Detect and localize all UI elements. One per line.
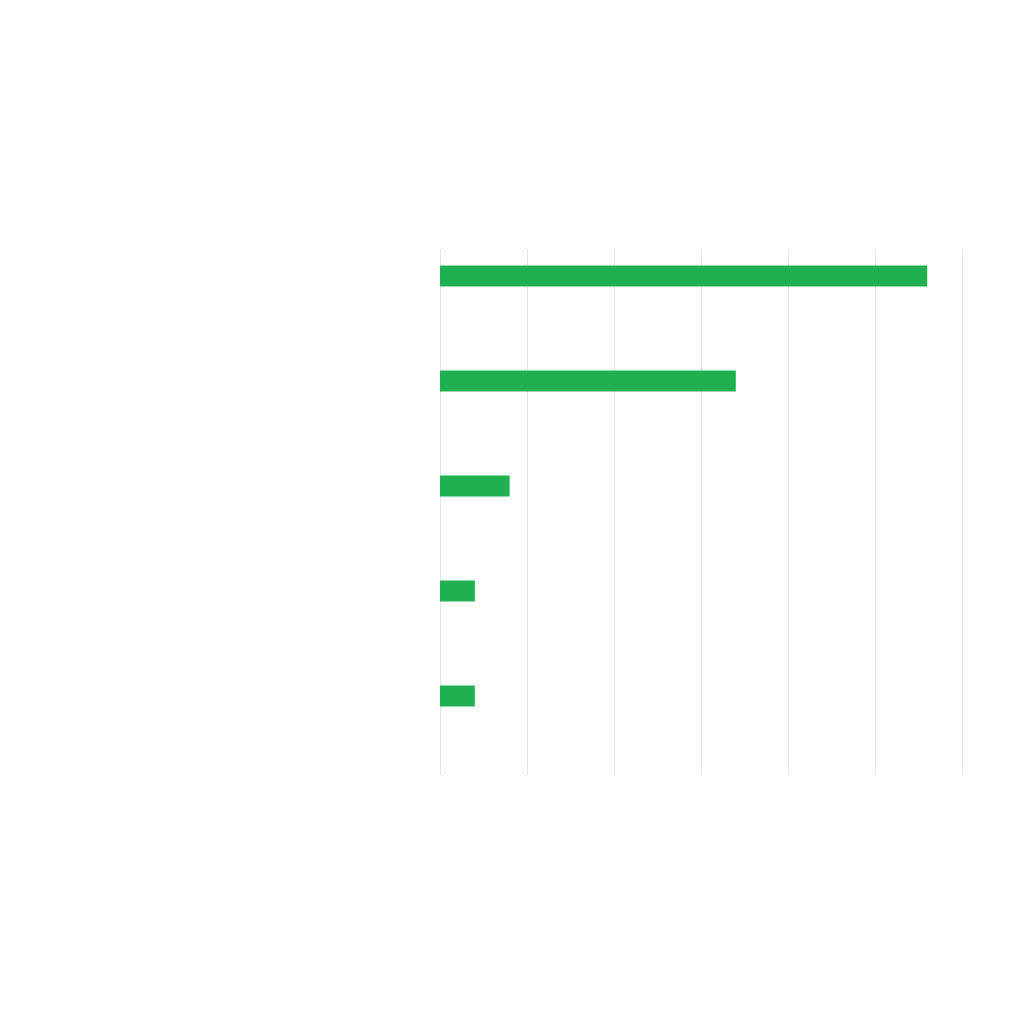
bar [440,580,475,602]
vertical-gridlines [440,249,963,775]
bar-series [440,265,928,707]
bar [440,685,475,707]
bar [440,265,928,287]
bar [440,475,510,497]
bar [440,370,736,392]
